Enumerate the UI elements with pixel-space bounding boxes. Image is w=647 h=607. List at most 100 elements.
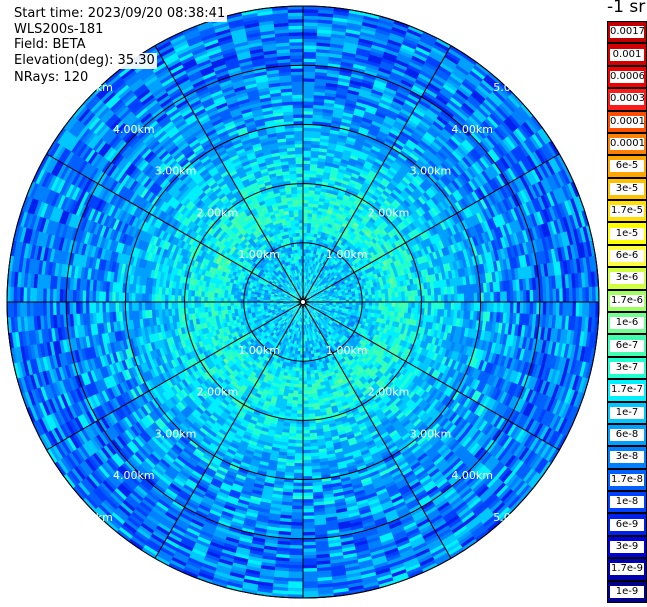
radar-gate — [310, 269, 314, 274]
radar-gate — [427, 295, 432, 303]
radar-gate — [413, 108, 426, 118]
radar-gate — [525, 349, 532, 364]
radar-gate — [363, 113, 375, 122]
radar-gate — [309, 299, 314, 301]
radar-gate — [312, 270, 315, 275]
radar-gate — [311, 280, 314, 285]
radar-gate — [303, 193, 309, 197]
radar-gate — [330, 290, 335, 293]
radar-gate — [324, 291, 328, 294]
radar-gate — [490, 239, 498, 252]
radar-gate — [353, 221, 360, 228]
radar-gate — [478, 81, 494, 95]
radar-gate — [484, 152, 496, 166]
radar-gate — [339, 67, 353, 74]
radar-gate — [575, 302, 580, 318]
radar-gate — [471, 147, 483, 160]
radar-gate — [376, 155, 386, 163]
radar-gate — [390, 287, 395, 293]
radar-gate — [413, 258, 420, 266]
radar-gate — [383, 199, 392, 207]
radar-gate — [317, 285, 321, 289]
radar-gate — [446, 195, 456, 206]
radar-gate — [450, 135, 462, 147]
radar-gate — [452, 191, 461, 203]
radar-gate — [406, 67, 421, 77]
radar-gate — [471, 190, 481, 203]
radar-gate — [541, 250, 548, 265]
radar-gate — [496, 174, 506, 188]
radar-gate — [329, 297, 333, 300]
radar-gate — [489, 113, 502, 127]
radar-gate — [303, 31, 318, 36]
radar-gate — [465, 118, 479, 131]
radar-gate — [310, 288, 314, 292]
radar-gate — [440, 162, 451, 173]
radar-gate — [367, 199, 376, 207]
radar-gate — [395, 139, 406, 148]
radar-gate — [368, 305, 373, 310]
radar-gate — [513, 178, 524, 193]
radar-gate — [432, 120, 445, 132]
radar-gate — [310, 249, 315, 254]
radar-gate — [355, 50, 371, 58]
radar-gate — [365, 236, 372, 243]
radar-gate — [493, 227, 501, 240]
radar-gate — [585, 287, 590, 303]
radar-gate — [309, 298, 313, 301]
radar-gate — [386, 215, 394, 223]
radar-gate — [510, 112, 524, 127]
radar-gate — [366, 104, 378, 112]
radar-gate — [339, 124, 351, 131]
radar-gate — [481, 138, 493, 152]
radar-gate — [315, 298, 320, 300]
radar-gate — [396, 184, 405, 193]
radar-gate — [335, 177, 344, 184]
radar-gate — [315, 279, 319, 284]
radar-gate — [486, 331, 492, 343]
radar-gate — [473, 176, 483, 188]
radar-gate — [321, 307, 326, 310]
radar-gate — [519, 290, 524, 303]
radar-gate — [358, 190, 366, 197]
radar-gate — [496, 84, 511, 98]
radar-gate — [305, 288, 308, 293]
radar-gate — [307, 206, 314, 211]
radar-gate — [361, 166, 371, 174]
radar-gate — [377, 18, 395, 27]
radar-gate — [349, 285, 355, 290]
radar-gate — [372, 203, 381, 211]
radar-gate — [446, 227, 454, 237]
radar-gate — [356, 216, 364, 223]
radar-gate — [402, 189, 411, 198]
radar-gate — [472, 129, 485, 142]
radar-gate — [512, 279, 517, 292]
radar-gate — [306, 293, 310, 297]
radar-gate — [396, 136, 408, 146]
radar-gate — [353, 287, 359, 292]
radar-gate — [459, 125, 472, 138]
radar-gate — [303, 199, 309, 204]
radar-gate — [400, 79, 415, 89]
radar-gate — [562, 216, 571, 233]
radar-gate — [423, 61, 439, 72]
radar-gate — [308, 290, 311, 294]
radar-gate — [303, 291, 305, 296]
radar-gate — [522, 188, 532, 203]
radar-gate — [310, 292, 314, 296]
radar-gate — [397, 286, 402, 293]
radar-gate — [409, 90, 423, 101]
radar-gate — [539, 302, 544, 316]
radar-gate — [560, 246, 567, 262]
radar-gate — [379, 237, 386, 245]
radar-gate — [480, 302, 485, 312]
radar-gate — [303, 258, 306, 263]
radar-gate — [348, 291, 353, 295]
radar-gate — [335, 144, 346, 150]
radar-gate — [415, 208, 424, 218]
radar-gate — [307, 294, 310, 298]
radar-gate — [325, 297, 330, 300]
radar-gate — [560, 357, 568, 373]
radar-gate — [316, 264, 320, 269]
radar-gate — [515, 127, 528, 143]
